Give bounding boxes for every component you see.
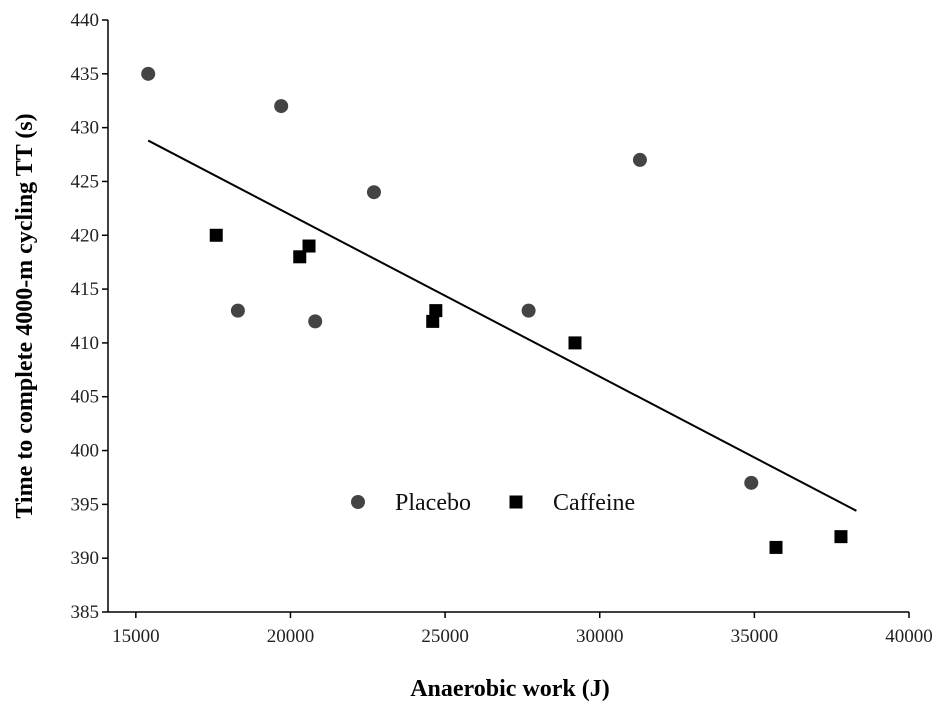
y-tick-label: 405 [71,387,100,408]
x-axis-title: Anaerobic work (J) [410,676,610,702]
y-tick-label: 440 [71,10,100,31]
y-tick-label: 410 [71,333,100,354]
legend-marker [509,495,523,509]
point [274,99,289,114]
point [521,303,536,318]
point [141,66,156,81]
point [568,336,582,350]
point [230,303,245,318]
x-tick-label: 15000 [112,626,160,647]
legend-marker [351,495,365,509]
y-axis-title: Time to complete 4000-m cycling TT (s) [12,113,38,518]
y-tick-label: 390 [71,548,100,569]
point [834,530,848,544]
point [209,228,223,242]
y-tick-label: 420 [71,225,100,246]
y-tick-label: 430 [71,118,100,139]
point [302,239,316,253]
legend-label: Placebo [395,490,471,516]
point [426,314,440,328]
point [308,314,323,329]
point [429,304,443,318]
y-tick-label: 385 [71,602,100,623]
point [293,250,307,264]
x-tick-label: 20000 [267,626,315,647]
y-tick-label: 435 [71,64,100,85]
y-tick-label: 395 [71,494,100,515]
point [632,152,647,167]
x-tick-label: 35000 [731,626,779,647]
x-tick-label: 30000 [576,626,624,647]
point [769,540,783,554]
legend-label: Caffeine [553,490,635,516]
x-tick-label: 40000 [885,626,933,647]
x-tick-label: 25000 [421,626,469,647]
y-tick-label: 425 [71,171,100,192]
y-tick-label: 415 [71,279,100,300]
point [744,475,759,490]
point [366,185,381,200]
y-tick-label: 400 [71,441,100,462]
trend-line [147,139,857,512]
